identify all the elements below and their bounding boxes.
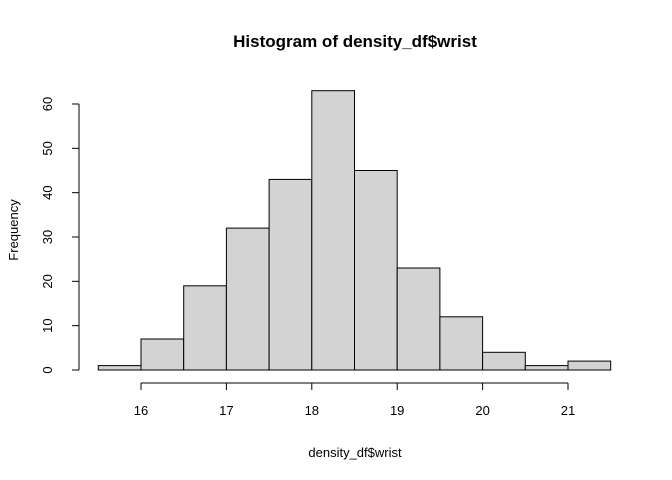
histogram-bar-6 [354,170,398,371]
x-axis-label: density_df$wrist [308,445,402,460]
histogram-bar-4 [268,178,313,371]
histogram-bar-0 [97,365,142,371]
x-axis: 16 17 18 19 20 21 [134,382,575,418]
histogram-bar-10 [524,365,569,371]
x-tick-label: 16 [134,403,148,418]
histogram-bar-5 [311,90,355,371]
x-tick-label: 17 [219,403,233,418]
histogram-bar-2 [183,285,227,371]
histogram-bar-7 [396,267,441,371]
histogram-bar-9 [482,351,526,371]
y-tick-label: 30 [40,230,55,244]
y-tick-label: 10 [40,318,55,332]
histogram-bar-11 [567,360,612,371]
y-tick-label: 40 [40,185,55,199]
chart-title: Histogram of density_df$wrist [233,32,477,51]
histogram-bar-3 [225,227,270,371]
histogram-bar-1 [140,338,185,371]
y-axis: 0 10 20 30 40 50 60 [40,97,80,374]
y-axis-label: Frequency [6,199,21,261]
y-tick-label: 60 [40,97,55,111]
x-tick-label: 19 [390,403,404,418]
y-tick-label: 20 [40,274,55,288]
x-tick-label: 18 [305,403,319,418]
bars-group [97,90,612,371]
y-tick-label: 50 [40,141,55,155]
x-tick-label: 21 [561,403,575,418]
x-tick-label: 20 [475,403,489,418]
histogram-bar-8 [439,316,484,371]
y-tick-label: 0 [40,366,55,373]
